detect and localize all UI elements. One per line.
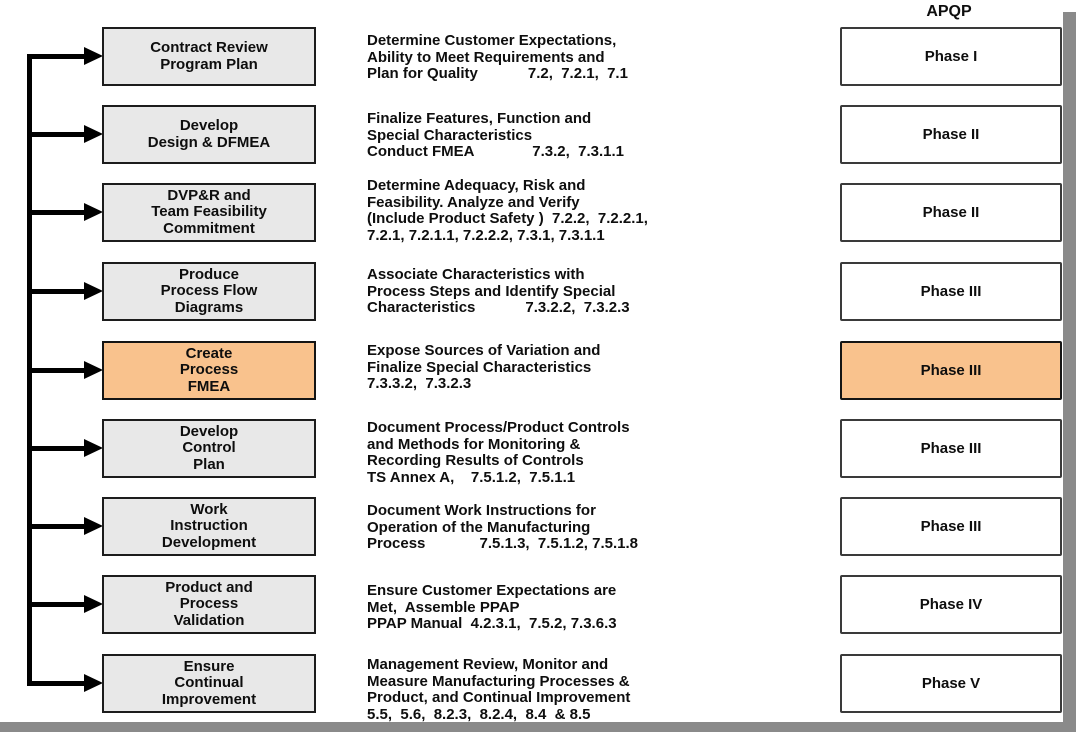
flow-arrow-line	[27, 602, 87, 607]
description-develop-design: Finalize Features, Function and Special …	[367, 110, 625, 160]
flow-arrowhead-icon	[84, 517, 103, 535]
flow-arrowhead-icon	[84, 125, 103, 143]
description-control-plan: Document Process/Product Controls and Me…	[367, 419, 630, 486]
process-box-create-process-fmea: Create Process FMEA	[102, 341, 316, 400]
phase-box-2: Phase II	[840, 105, 1062, 164]
phase-box-6: Phase III	[840, 419, 1062, 478]
flow-arrowhead-icon	[84, 361, 103, 379]
flow-arrowhead-icon	[84, 47, 103, 65]
flow-arrowhead-icon	[84, 203, 103, 221]
phase-box-1: Phase I	[840, 27, 1062, 86]
phase-box-3: Phase II	[840, 183, 1062, 242]
flow-arrow-line	[27, 289, 87, 294]
process-box-develop-design: Develop Design & DFMEA	[102, 105, 316, 164]
description-work-instruction: Document Work Instructions for Operation…	[367, 502, 639, 552]
process-box-process-flow: Produce Process Flow Diagrams	[102, 262, 316, 321]
flow-arrowhead-icon	[84, 439, 103, 457]
flow-arrowhead-icon	[84, 595, 103, 613]
description-continual-improvement: Management Review, Monitor and Measure M…	[367, 656, 631, 723]
phase-box-8: Phase IV	[840, 575, 1062, 634]
flow-arrowhead-icon	[84, 282, 103, 300]
flow-arrow-line	[27, 524, 87, 529]
process-box-work-instruction: Work Instruction Development	[102, 497, 316, 556]
description-dvpr-feasibility: Determine Adequacy, Risk and Feasibility…	[367, 177, 648, 244]
frame-shadow-bottom	[0, 722, 1076, 732]
process-box-product-validation: Product and Process Validation	[102, 575, 316, 634]
flow-arrowhead-icon	[84, 674, 103, 692]
process-box-contract-review: Contract Review Program Plan	[102, 27, 316, 86]
apqp-column-header: APQP	[926, 3, 972, 20]
description-create-process-fmea: Expose Sources of Variation and Finalize…	[367, 342, 601, 392]
flow-arrow-line	[27, 681, 87, 686]
process-box-control-plan: Develop Control Plan	[102, 419, 316, 478]
flow-arrow-line	[27, 132, 87, 137]
frame-shadow-right	[1063, 12, 1076, 732]
process-box-continual-improvement: Ensure Continual Improvement	[102, 654, 316, 713]
process-box-dvpr-feasibility: DVP&R and Team Feasibility Commitment	[102, 183, 316, 242]
description-process-flow: Associate Characteristics with Process S…	[367, 266, 630, 316]
description-product-validation: Ensure Customer Expectations are Met, As…	[367, 582, 617, 632]
phase-box-9: Phase V	[840, 654, 1062, 713]
phase-box-4: Phase III	[840, 262, 1062, 321]
phase-box-5: Phase III	[840, 341, 1062, 400]
flow-arrow-line	[27, 210, 87, 215]
description-contract-review: Determine Customer Expectations, Ability…	[367, 32, 628, 82]
flow-arrow-line	[27, 368, 87, 373]
flow-arrow-line	[27, 54, 87, 59]
flow-arrow-line	[27, 446, 87, 451]
phase-box-7: Phase III	[840, 497, 1062, 556]
